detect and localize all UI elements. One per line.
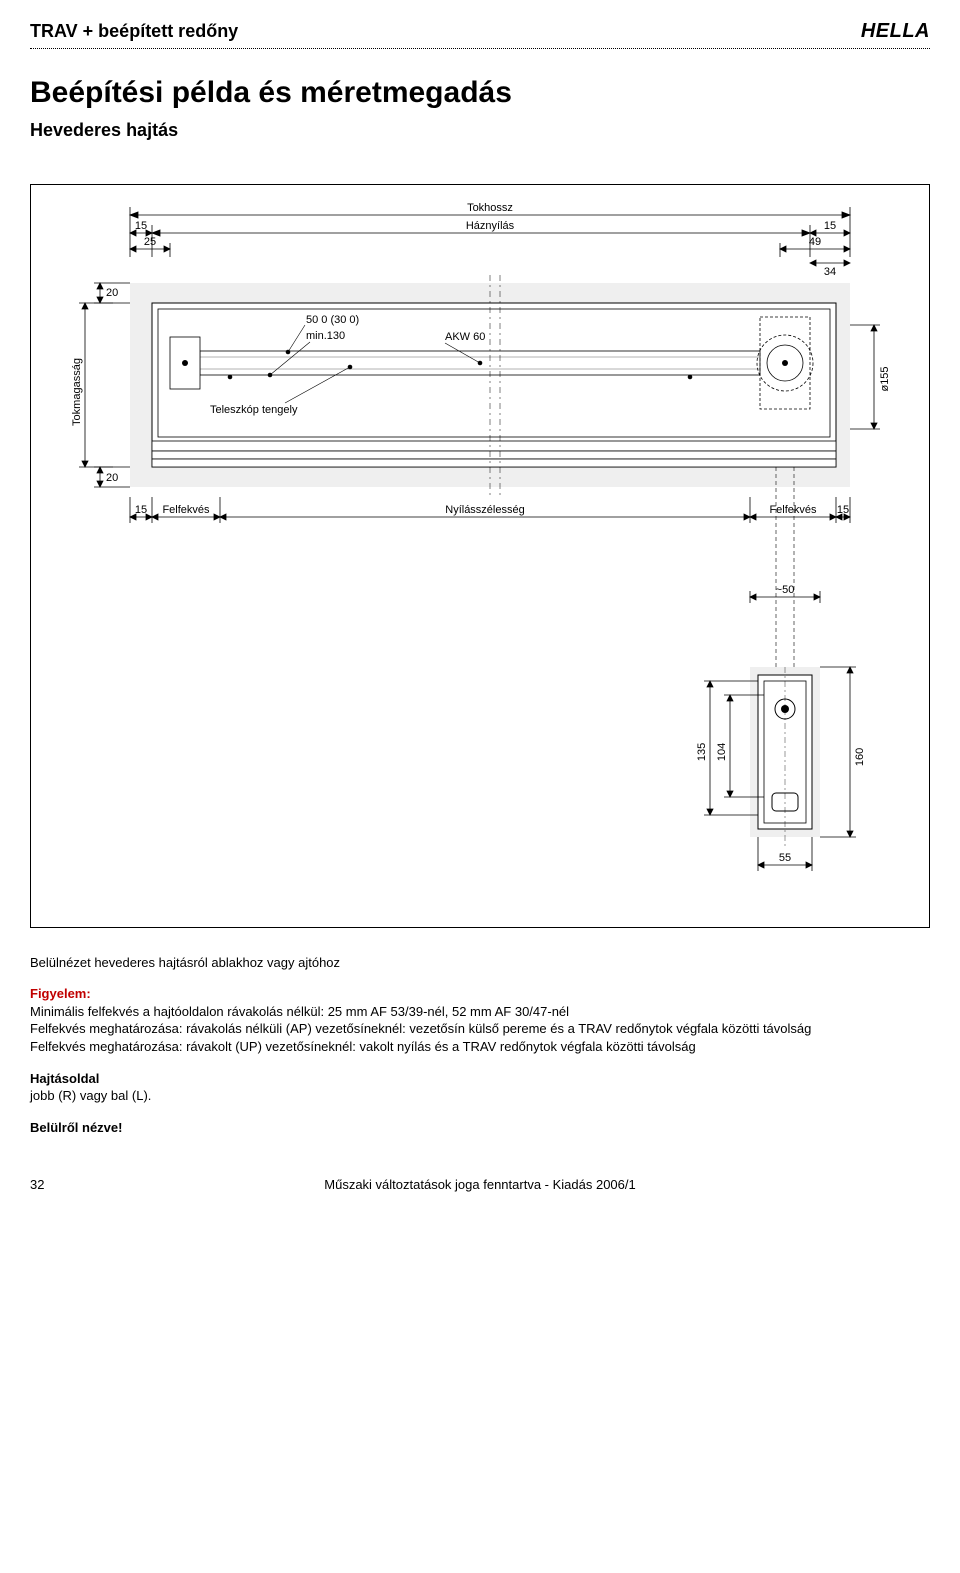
- dim-55: 55: [779, 852, 791, 864]
- dim-haznyilas: Háznyílás: [466, 220, 515, 232]
- lbl-500: 50 0 (30 0): [306, 314, 359, 326]
- page-subtitle: Hevederes hajtás: [30, 118, 930, 142]
- dim-right-34: 34: [824, 266, 836, 278]
- dim-v20-top: 20: [106, 287, 118, 299]
- dim-felfekves-l: Felfekvés: [162, 504, 210, 516]
- dim-nyilassz: Nyílásszélesség: [445, 504, 524, 516]
- footer-center: Műszaki változtatások joga fenntartva - …: [324, 1176, 635, 1194]
- belulrol-label: Belülről nézve!: [30, 1119, 930, 1137]
- caption-line: Belülnézet hevederes hajtásról ablakhoz …: [30, 954, 930, 972]
- dim-135: 135: [696, 743, 708, 761]
- diagram-frame: Tokhossz Háznyílás 15 25: [30, 184, 930, 928]
- dim-tokmagassag: Tokmagasság: [71, 358, 83, 426]
- dim-left-15: 15: [135, 220, 147, 232]
- lbl-teleszkop: Teleszkóp tengely: [210, 404, 298, 416]
- dim-left-25: 25: [144, 236, 156, 248]
- dim-felfekves-r: Felfekvés: [769, 504, 817, 516]
- dim-tokhossz: Tokhossz: [467, 202, 513, 214]
- hajtasoldal-heading: Hajtásoldal: [30, 1070, 930, 1088]
- footer-page: 32: [30, 1176, 44, 1194]
- dim-104: 104: [716, 743, 728, 761]
- dim-v20-bot: 20: [106, 472, 118, 484]
- dim-right-49: 49: [809, 236, 821, 248]
- note-line-1: Minimális felfekvés a hajtóoldalon rávak…: [30, 1003, 930, 1021]
- technical-drawing: Tokhossz Háznyílás 15 25: [50, 197, 910, 917]
- dim-approx50: ~50: [776, 584, 795, 596]
- note-line-3: Felfekvés meghatározása: rávakolt (UP) v…: [30, 1038, 930, 1056]
- page-title: Beépítési példa és méretmegadás: [30, 73, 930, 114]
- dim-160: 160: [854, 748, 866, 766]
- brand-logo: HELLA: [861, 18, 930, 45]
- dim-right-15: 15: [824, 220, 836, 232]
- dim-b15-r: 15: [837, 504, 849, 516]
- dim-diam155: ø155: [879, 366, 891, 391]
- hajtasoldal-body: jobb (R) vagy bal (L).: [30, 1087, 930, 1105]
- figyelem-label: Figyelem:: [30, 985, 930, 1003]
- lbl-akw60: AKW 60: [445, 331, 485, 343]
- dim-b15-l: 15: [135, 504, 147, 516]
- note-line-2: Felfekvés meghatározása: rávakolás nélkü…: [30, 1020, 930, 1038]
- page-header-left: TRAV + beépített redőny: [30, 19, 238, 43]
- lbl-min130: min.130: [306, 330, 345, 342]
- belt-winder: [750, 667, 820, 847]
